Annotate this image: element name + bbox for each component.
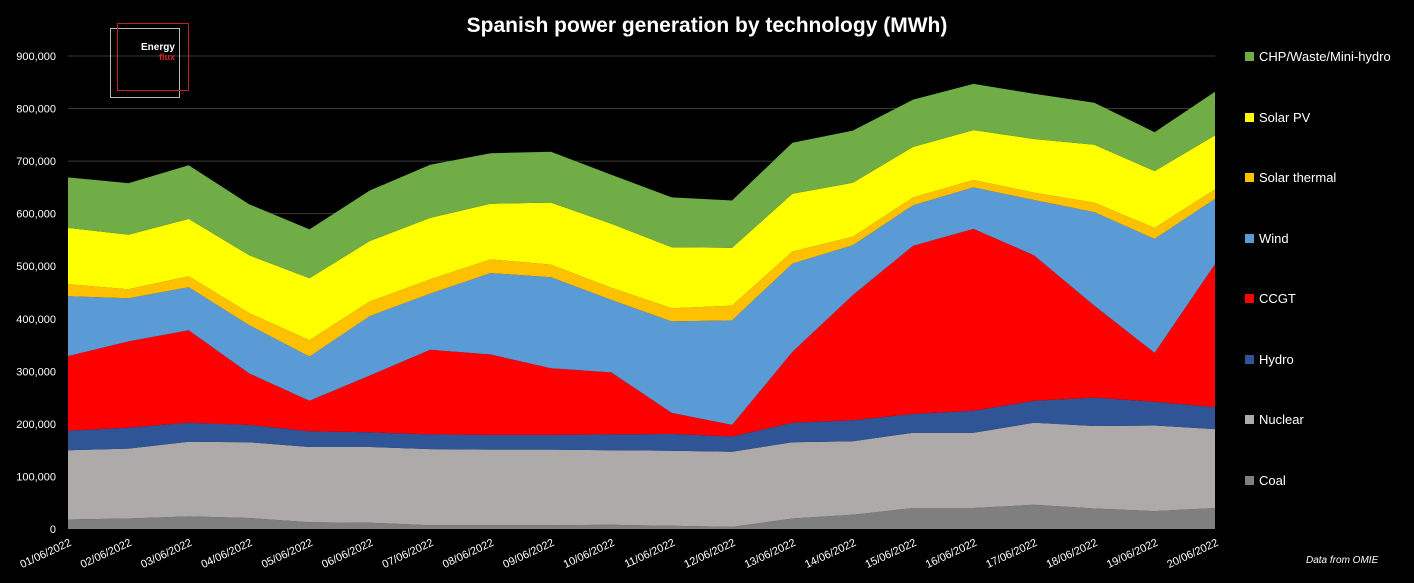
logo-text-energy: Energy bbox=[141, 42, 175, 53]
chart-title: Spanish power generation by technology (… bbox=[466, 14, 948, 37]
legend-label: Solar thermal bbox=[1259, 170, 1337, 185]
x-tick-label: 19/06/2022 bbox=[1105, 537, 1160, 571]
y-tick-label: 500,000 bbox=[16, 261, 56, 273]
x-tick-label: 11/06/2022 bbox=[623, 537, 677, 571]
y-tick-label: 0 bbox=[50, 524, 56, 536]
legend-swatch bbox=[1245, 233, 1254, 243]
x-tick-label: 05/06/2022 bbox=[260, 537, 315, 571]
legend-swatch bbox=[1245, 52, 1254, 61]
x-tick-label: 16/06/2022 bbox=[924, 537, 979, 571]
x-tick-label: 12/06/2022 bbox=[682, 537, 737, 571]
legend-swatch bbox=[1245, 294, 1254, 303]
x-axis-ticks: 01/06/2022 02/06/2022 03/06/2022 04/06/2022… bbox=[18, 537, 1220, 571]
x-tick-label: 03/06/2022 bbox=[139, 537, 194, 571]
x-tick-label: 07/06/2022 bbox=[381, 537, 436, 571]
legend-swatch bbox=[1245, 475, 1254, 485]
series-area-wind bbox=[68, 187, 1215, 425]
x-tick-label: 06/06/2022 bbox=[320, 537, 375, 571]
legend-swatch bbox=[1245, 415, 1254, 424]
x-tick-label: 15/06/2022 bbox=[863, 537, 918, 571]
x-tick-label: 08/06/2022 bbox=[441, 537, 496, 571]
series-area-chp-waste-mini-hydro bbox=[68, 83, 1215, 279]
energyflux-logo: Energy flux bbox=[110, 23, 189, 98]
x-tick-label: 13/06/2022 bbox=[743, 537, 798, 571]
source-note: Data from OMIE bbox=[1306, 555, 1379, 566]
chart-legend: CHP/Waste/Mini-hydro Solar PV Solar therma… bbox=[1245, 0, 1414, 583]
series-area-solar-thermal bbox=[68, 180, 1215, 357]
x-tick-label: 04/06/2022 bbox=[199, 537, 254, 571]
series-area-nuclear bbox=[68, 422, 1215, 527]
y-tick-label: 300,000 bbox=[16, 366, 56, 378]
x-tick-label: 14/06/2022 bbox=[803, 537, 858, 571]
x-tick-label: 01/06/2022 bbox=[18, 537, 73, 571]
x-tick-label: 17/06/2022 bbox=[984, 537, 1039, 571]
legend-label: Wind bbox=[1259, 230, 1289, 246]
x-tick-label: 02/06/2022 bbox=[79, 537, 134, 571]
legend-label: Hydro bbox=[1259, 351, 1294, 367]
y-axis-ticks: 0 100,000 200,000 300,000 400,000 500,000 600,… bbox=[16, 51, 56, 536]
y-tick-label: 700,000 bbox=[16, 156, 56, 168]
x-tick-label: 18/06/2022 bbox=[1045, 537, 1100, 571]
series-area-coal bbox=[68, 504, 1215, 529]
legend-label: Coal bbox=[1259, 472, 1286, 488]
y-tick-label: 100,000 bbox=[16, 471, 56, 483]
legend-swatch bbox=[1245, 173, 1254, 182]
stacked-areas bbox=[68, 83, 1215, 529]
legend-label: Nuclear bbox=[1259, 412, 1304, 427]
y-tick-label: 600,000 bbox=[16, 209, 56, 221]
logo-text-flux: flux bbox=[159, 52, 176, 62]
x-tick-label: 09/06/2022 bbox=[501, 537, 556, 571]
legend-swatch bbox=[1245, 354, 1254, 364]
series-area-solar-pv bbox=[68, 130, 1215, 341]
y-tick-label: 900,000 bbox=[16, 51, 56, 63]
legend-label: CHP/Waste/Mini-hydro bbox=[1259, 49, 1391, 64]
x-tick-label: 10/06/2022 bbox=[562, 537, 617, 571]
y-tick-label: 800,000 bbox=[16, 104, 56, 116]
y-tick-label: 400,000 bbox=[16, 314, 56, 326]
legend-swatch bbox=[1245, 112, 1254, 122]
legend-label: Solar PV bbox=[1259, 109, 1311, 125]
y-tick-label: 200,000 bbox=[16, 419, 56, 431]
series-area-hydro bbox=[68, 397, 1215, 452]
series-area-ccgt bbox=[68, 228, 1215, 437]
x-tick-label: 20/06/2022 bbox=[1165, 537, 1220, 571]
legend-label: CCGT bbox=[1259, 291, 1296, 306]
logo-frame bbox=[117, 23, 189, 91]
